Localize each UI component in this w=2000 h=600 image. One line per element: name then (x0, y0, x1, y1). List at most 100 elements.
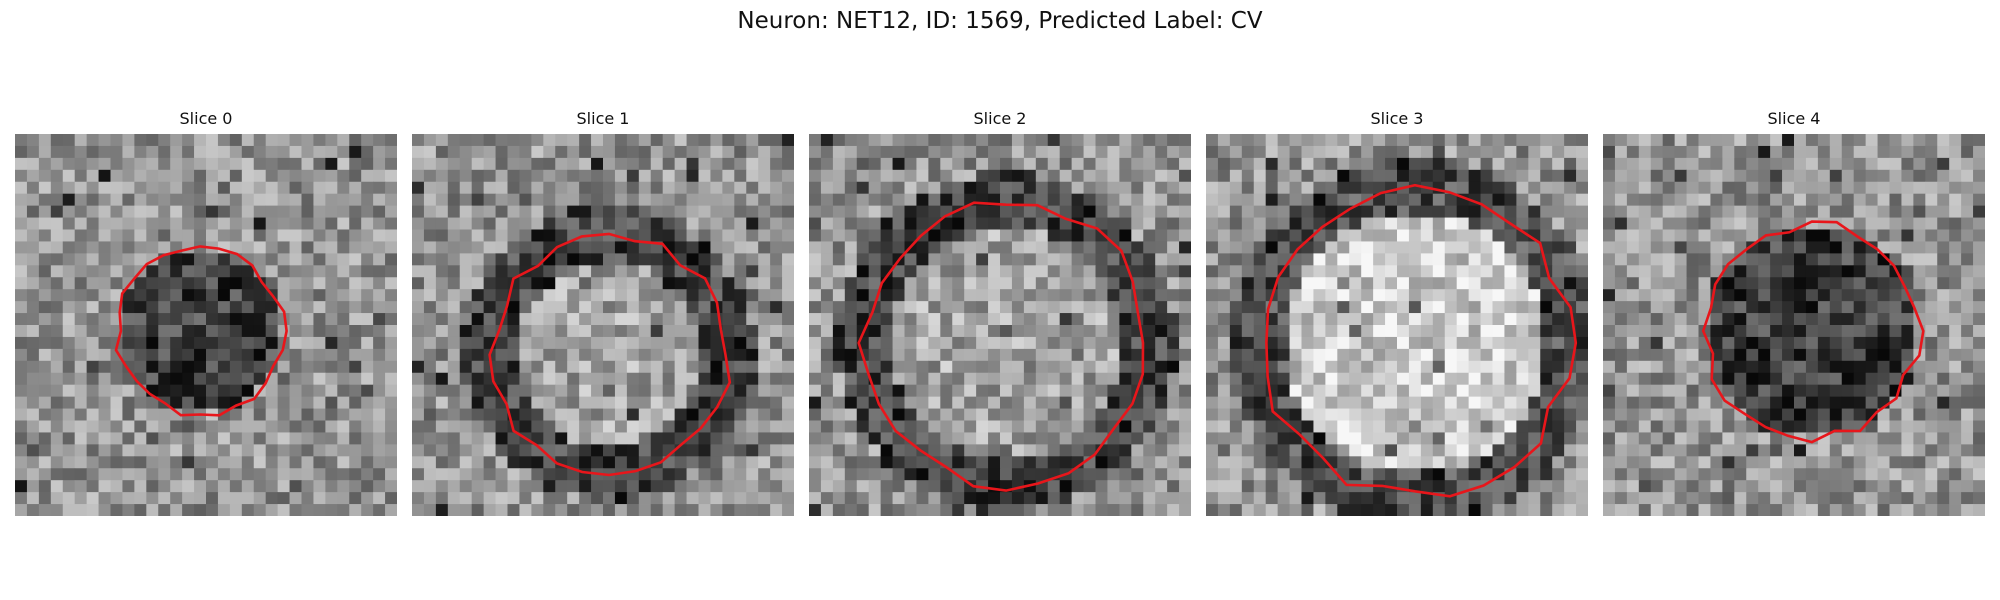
pixel-cell (86, 360, 99, 374)
pixel-cell (1397, 145, 1410, 159)
pixel-cell (1155, 205, 1168, 218)
pixel-cell (301, 492, 314, 505)
pixel-cell (1710, 134, 1723, 147)
pixel-cell (1504, 492, 1517, 505)
pixel-cell (15, 408, 28, 421)
pixel-cell (1277, 157, 1290, 171)
pixel-cell (1047, 265, 1061, 278)
pixel-cell (1047, 229, 1061, 242)
pixel-cell (758, 336, 771, 350)
pixel-cell (1444, 277, 1458, 290)
pixel-cell (1107, 265, 1120, 278)
pixel-cell (519, 408, 532, 421)
pixel-cell (423, 325, 437, 338)
pixel-cell (1313, 348, 1326, 362)
pixel-cell (459, 217, 473, 230)
pixel-cell (1313, 265, 1326, 278)
pixel-cell (674, 408, 687, 421)
pixel-cell (543, 205, 556, 218)
pixel-cell (325, 420, 338, 433)
pixel-cell (1961, 396, 1974, 409)
pixel-cell (1301, 420, 1314, 433)
pixel-cell (1456, 408, 1470, 421)
pixel-cell (1397, 217, 1410, 230)
pixel-cell (1253, 504, 1267, 516)
pixel-cell (313, 468, 326, 481)
pixel-cell (229, 241, 243, 254)
pixel-cell (1206, 134, 1219, 147)
pixel-cell (134, 193, 147, 207)
pixel-cell (1937, 169, 1950, 183)
pixel-cell (385, 336, 397, 350)
pixel-cell (710, 372, 723, 386)
pixel-cell (809, 372, 822, 386)
pixel-cell (1444, 468, 1458, 481)
pixel-cell (555, 301, 568, 314)
pixel-cell (1746, 145, 1759, 159)
pixel-cell (722, 301, 735, 314)
pixel-cell (1313, 313, 1326, 326)
pixel-cell (1662, 420, 1676, 433)
pixel-cell (1444, 134, 1458, 147)
pixel-cell (1337, 157, 1350, 171)
pixel-cell (1456, 444, 1470, 457)
pixel-cell (809, 277, 822, 290)
pixel-cell (1973, 181, 1985, 195)
pixel-cell (1468, 492, 1481, 505)
pixel-cell (15, 336, 28, 350)
pixel-cell (325, 492, 338, 505)
pixel-cell (1119, 193, 1132, 207)
pixel-cell (1289, 181, 1302, 195)
pixel-cell (1674, 145, 1687, 159)
pixel-cell (507, 432, 520, 445)
pixel-cell (122, 468, 135, 481)
pixel-cell (122, 348, 135, 362)
pixel-cell (1047, 301, 1061, 314)
pixel-cell (373, 504, 386, 516)
pixel-cell (531, 384, 544, 398)
pixel-cell (1385, 205, 1398, 218)
pixel-cell (373, 444, 386, 457)
pixel-cell (313, 420, 326, 433)
pixel-cell (1603, 229, 1616, 242)
pixel-cell (385, 456, 397, 469)
pixel-cell (674, 492, 687, 505)
pixel-cell (1686, 396, 1699, 409)
pixel-cell (26, 504, 40, 516)
pixel-cell (1167, 360, 1180, 374)
pixel-cell (1277, 336, 1290, 350)
pixel-cell (241, 325, 255, 338)
pixel-cell (15, 217, 28, 230)
pixel-cell (1662, 372, 1676, 386)
pixel-cell (856, 241, 870, 254)
pixel-cell (229, 480, 243, 493)
pixel-cell (1540, 492, 1553, 505)
pixel-cell (423, 253, 437, 266)
pixel-cell (412, 157, 425, 171)
pixel-cell (531, 205, 544, 218)
pixel-cell (1540, 181, 1553, 195)
pixel-cell (603, 336, 616, 350)
pixel-cell (38, 205, 52, 218)
pixel-cell (301, 384, 314, 398)
pixel-cell (1949, 277, 1962, 290)
pixel-cell (1373, 301, 1386, 314)
pixel-cell (1829, 348, 1843, 362)
pixel-cell (1662, 157, 1676, 171)
pixel-cell (1528, 134, 1541, 147)
pixel-cell (1576, 277, 1588, 290)
pixel-cell (1528, 157, 1541, 171)
pixel-cell (591, 241, 604, 254)
pixel-cell (940, 253, 953, 266)
pixel-cell (361, 289, 374, 302)
pixel-cell (1603, 384, 1616, 398)
pixel-cell (976, 181, 989, 195)
pixel-cell (1480, 193, 1493, 207)
pixel-cell (1528, 181, 1541, 195)
pixel-cell (206, 444, 219, 457)
pixel-cell (1614, 241, 1628, 254)
pixel-cell (892, 372, 905, 386)
pixel-cell (1325, 504, 1338, 516)
pixel-cell (495, 480, 508, 493)
pixel-cell (1083, 277, 1096, 290)
